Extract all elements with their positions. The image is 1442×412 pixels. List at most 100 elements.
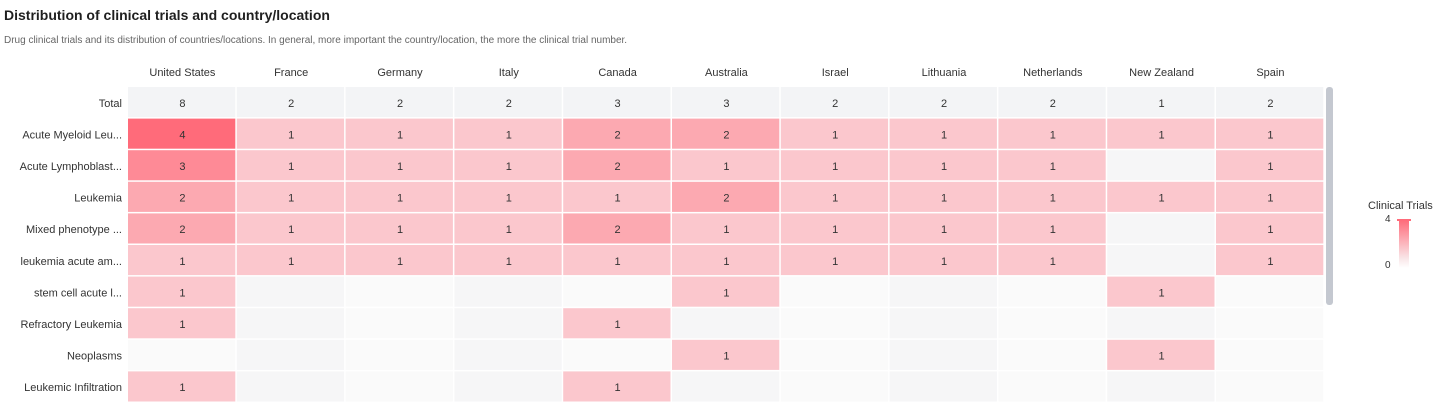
heatmap-cell	[1107, 213, 1214, 243]
cell-value-label: 1	[179, 287, 185, 299]
heatmap-cell	[781, 340, 888, 370]
cell-value-label: 2	[1050, 98, 1056, 110]
cell-value-label: 8	[179, 98, 185, 110]
cell-value-label: 1	[1050, 224, 1056, 236]
cell-value-label: 1	[397, 161, 403, 173]
column-header: France	[274, 67, 308, 79]
heatmap-cell	[346, 277, 453, 307]
cell-value-label: 1	[1050, 256, 1056, 268]
cell-value-label: 1	[941, 129, 947, 141]
heatmap-cell	[454, 340, 561, 370]
heatmap-cell	[346, 371, 453, 401]
cell-value-label: 1	[179, 382, 185, 394]
cell-value-label: 1	[723, 224, 729, 236]
cell-value-label: 2	[615, 224, 621, 236]
cell-value-label: 1	[832, 224, 838, 236]
cell-value-label: 1	[288, 129, 294, 141]
cell-value-label: 2	[615, 161, 621, 173]
legend-title: Clinical Trials	[1368, 200, 1433, 212]
heatmap-cell	[563, 277, 670, 307]
cell-value-label: 1	[1267, 129, 1273, 141]
heatmap-cell	[563, 340, 670, 370]
heatmap-cell	[781, 277, 888, 307]
heatmap-cell	[890, 277, 997, 307]
cell-value-label: 1	[288, 193, 294, 205]
heatmap-cell	[454, 277, 561, 307]
cell-value-label: 1	[1159, 193, 1165, 205]
heatmap-cell	[1107, 245, 1214, 275]
row-label: Leukemic Infiltration	[24, 382, 122, 394]
cell-value-label: 3	[179, 161, 185, 173]
heatmap-cell	[998, 277, 1105, 307]
heatmap-cell	[890, 371, 997, 401]
cell-value-label: 1	[615, 193, 621, 205]
heatmap-cell	[237, 308, 344, 338]
heatmap-cell	[781, 371, 888, 401]
heatmap-cell	[781, 308, 888, 338]
cell-value-label: 1	[723, 256, 729, 268]
cell-value-label: 4	[179, 129, 185, 141]
cell-value-label: 3	[723, 98, 729, 110]
heatmap-cell	[346, 308, 453, 338]
heatmap-cell	[454, 371, 561, 401]
heatmap-chart: United StatesFranceGermanyItalyCanadaAus…	[0, 0, 1340, 412]
column-header: Spain	[1256, 67, 1284, 79]
cell-value-label: 1	[615, 256, 621, 268]
column-header: Australia	[705, 67, 749, 79]
row-label: Refractory Leukemia	[21, 319, 123, 331]
cell-value-label: 2	[615, 129, 621, 141]
cell-value-label: 1	[1267, 161, 1273, 173]
heatmap-cell	[346, 340, 453, 370]
heatmap-cell	[672, 371, 779, 401]
cell-value-label: 1	[288, 256, 294, 268]
cell-value-label: 1	[506, 161, 512, 173]
cell-value-label: 2	[941, 98, 947, 110]
heatmap-cell	[128, 340, 235, 370]
cell-value-label: 2	[179, 193, 185, 205]
column-header: Netherlands	[1023, 67, 1083, 79]
cell-value-label: 1	[179, 319, 185, 331]
cell-value-label: 1	[288, 224, 294, 236]
cell-value-label: 1	[723, 287, 729, 299]
heatmap-cell	[890, 340, 997, 370]
legend-color-scale	[1399, 220, 1409, 268]
heatmap-cell	[1107, 371, 1214, 401]
row-label: Total	[99, 98, 122, 110]
cell-value-label: 1	[1159, 351, 1165, 363]
heatmap-cell	[1107, 150, 1214, 180]
heatmap-cell	[672, 308, 779, 338]
column-header: Israel	[822, 67, 849, 79]
cell-value-label: 2	[723, 193, 729, 205]
legend-min-label: 0	[1385, 260, 1391, 271]
cell-value-label: 2	[397, 98, 403, 110]
cell-value-label: 1	[1159, 287, 1165, 299]
heatmap-cell	[1216, 277, 1323, 307]
cell-value-label: 2	[1267, 98, 1273, 110]
cell-value-label: 1	[941, 161, 947, 173]
cell-value-label: 1	[397, 193, 403, 205]
heatmap-cell	[998, 340, 1105, 370]
cell-value-label: 1	[1159, 98, 1165, 110]
cell-value-label: 1	[615, 319, 621, 331]
cell-value-label: 2	[832, 98, 838, 110]
cell-value-label: 1	[723, 161, 729, 173]
cell-value-label: 1	[832, 129, 838, 141]
cell-value-label: 1	[941, 224, 947, 236]
column-header: Lithuania	[922, 67, 968, 79]
row-label: Neoplasms	[67, 351, 123, 363]
heatmap-scrollbar[interactable]	[1326, 87, 1333, 305]
heatmap-cell	[890, 308, 997, 338]
heatmap-cell	[1107, 308, 1214, 338]
heatmap-cell	[237, 371, 344, 401]
heatmap-cell	[454, 308, 561, 338]
column-header: Italy	[499, 67, 520, 79]
cell-value-label: 1	[179, 256, 185, 268]
heatmap-cell	[998, 308, 1105, 338]
cell-value-label: 1	[288, 161, 294, 173]
cell-value-label: 1	[615, 382, 621, 394]
row-label: stem cell acute l...	[34, 287, 122, 299]
cell-value-label: 1	[832, 161, 838, 173]
column-header: United States	[149, 67, 216, 79]
cell-value-label: 1	[1267, 256, 1273, 268]
column-header: Germany	[377, 67, 423, 79]
